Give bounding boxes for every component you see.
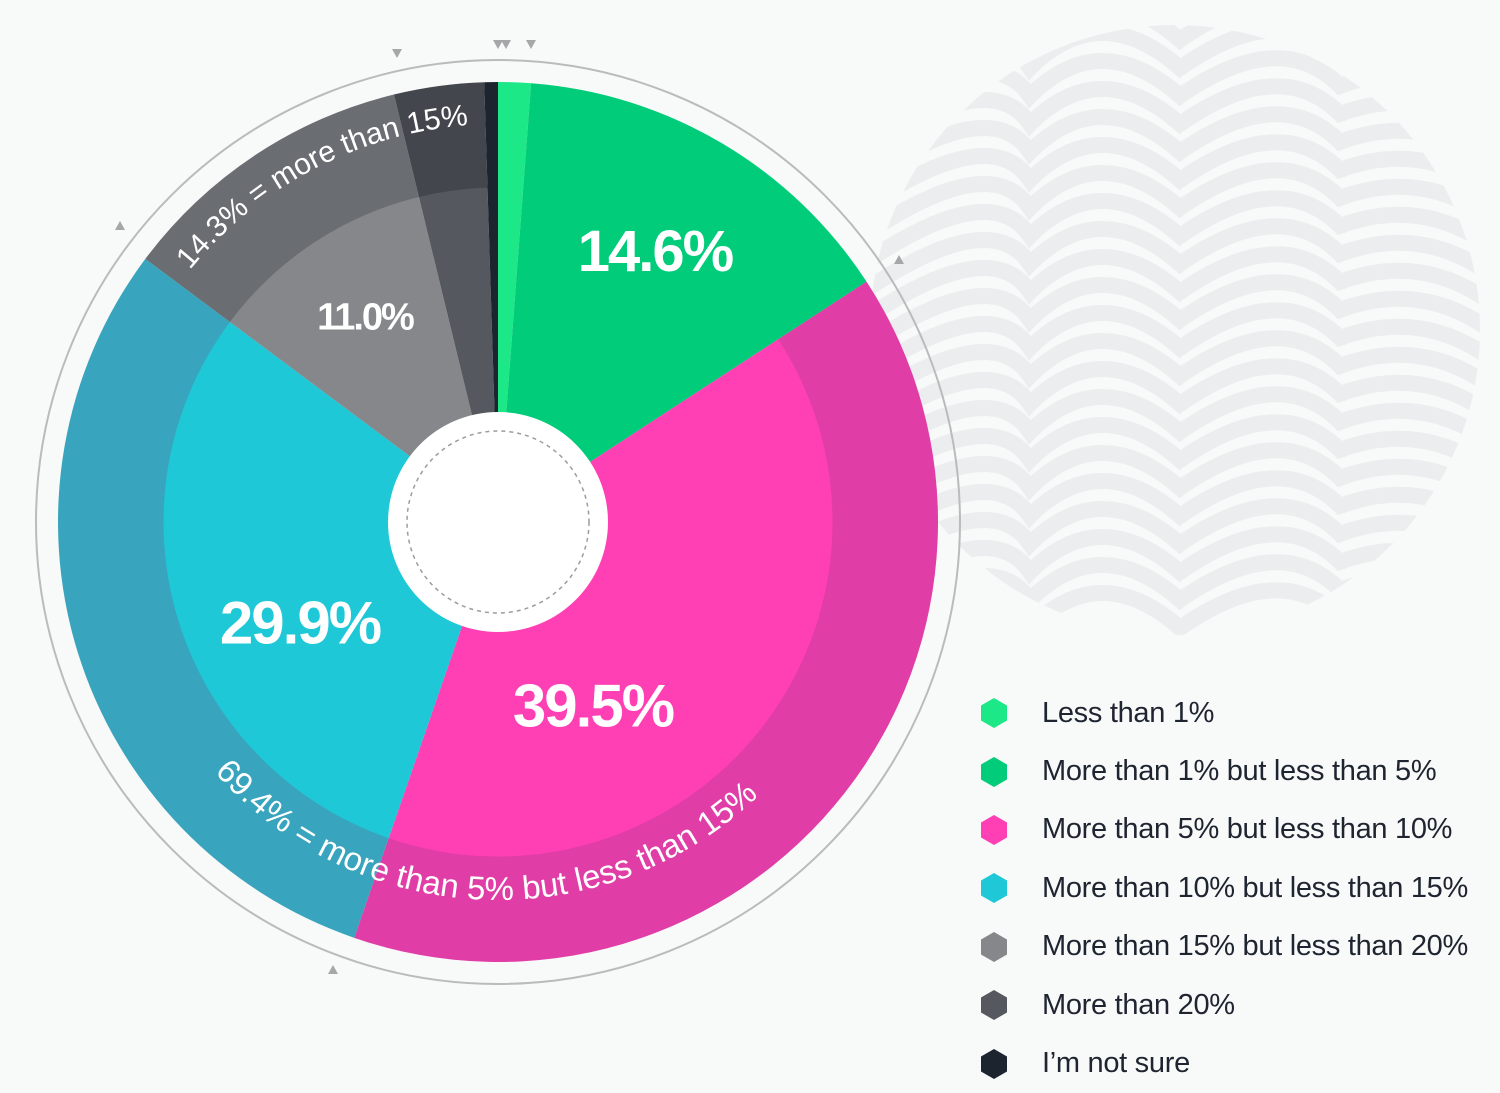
watermark-stripe xyxy=(870,358,1480,441)
legend-item: More than 10% but less than 15% xyxy=(980,859,1468,917)
legend-label: Less than 1% xyxy=(1042,696,1215,729)
triangle-marker-icon xyxy=(493,40,503,49)
hexagon-icon xyxy=(981,814,1007,845)
legend-item: More than 1% but less than 5% xyxy=(980,742,1468,800)
watermark-stripe xyxy=(870,330,1480,413)
slice-outer-1 xyxy=(523,83,867,340)
slice-outer-6 xyxy=(484,82,498,188)
slice-outer-5 xyxy=(393,82,488,197)
data-label: 11.0% xyxy=(317,297,414,339)
legend-item: I’m not sure xyxy=(980,1034,1468,1092)
legend-label: I’m not sure xyxy=(1042,1047,1190,1080)
watermark-stripe xyxy=(870,106,1480,189)
watermark-stripe xyxy=(870,302,1480,385)
watermark-stripe xyxy=(870,246,1480,329)
watermark-stripe xyxy=(870,414,1480,497)
slice-outer-2 xyxy=(354,281,938,962)
watermark-stripe xyxy=(870,526,1480,609)
watermark-stripe xyxy=(870,498,1480,581)
triangle-marker-icon xyxy=(392,49,402,58)
slice-outer-4 xyxy=(145,94,419,323)
triangle-marker-icon xyxy=(328,965,338,974)
slice-outer-0 xyxy=(498,82,532,189)
triangle-marker-icon xyxy=(894,255,904,264)
legend-label: More than 20% xyxy=(1042,988,1235,1021)
hexagon-icon xyxy=(981,931,1007,962)
watermark-stripe xyxy=(870,386,1480,469)
triangle-marker-icon xyxy=(115,221,125,230)
tick-markers xyxy=(115,40,904,974)
legend-item: Less than 1% xyxy=(980,684,1468,742)
hexagon-icon xyxy=(981,990,1007,1021)
slice-inner-2 xyxy=(388,338,833,857)
legend-label: More than 15% but less than 20% xyxy=(1042,930,1468,963)
legend-item: More than 20% xyxy=(980,976,1468,1034)
watermark-stripe xyxy=(870,162,1480,245)
outer-ring xyxy=(35,59,961,985)
data-label: 39.5% xyxy=(513,673,674,740)
data-label: 29.9% xyxy=(220,590,381,657)
watermark-stripe xyxy=(870,218,1480,301)
center-dashed-ring xyxy=(406,430,590,614)
data-label: 14.6% xyxy=(578,219,734,284)
watermark-logo xyxy=(870,25,1480,635)
watermark-stripe xyxy=(870,134,1480,217)
legend-item: More than 5% but less than 10% xyxy=(980,801,1468,859)
watermark-stripe xyxy=(870,25,1480,77)
hexagon-icon xyxy=(981,1048,1007,1079)
triangle-marker-icon xyxy=(501,40,511,49)
legend-label: More than 5% but less than 10% xyxy=(1042,813,1453,846)
center-hole xyxy=(388,412,608,632)
watermark-stripe xyxy=(870,274,1480,357)
slice-outer-3 xyxy=(58,258,389,938)
legend-item: More than 15% but less than 20% xyxy=(980,918,1468,976)
legend-label: More than 1% but less than 5% xyxy=(1042,755,1437,788)
legend: Less than 1% More than 1% but less than 5… xyxy=(980,684,1468,1093)
legend-label: More than 10% but less than 15% xyxy=(1042,871,1468,904)
watermark-stripe xyxy=(870,442,1480,525)
triangle-marker-icon xyxy=(526,40,536,49)
watermark-stripe xyxy=(870,470,1480,553)
slice-inner-3 xyxy=(162,321,498,839)
hexagon-icon xyxy=(981,756,1007,787)
hexagon-icon xyxy=(981,873,1007,904)
hexagon-icon xyxy=(981,698,1007,729)
watermark-stripe xyxy=(870,190,1480,273)
